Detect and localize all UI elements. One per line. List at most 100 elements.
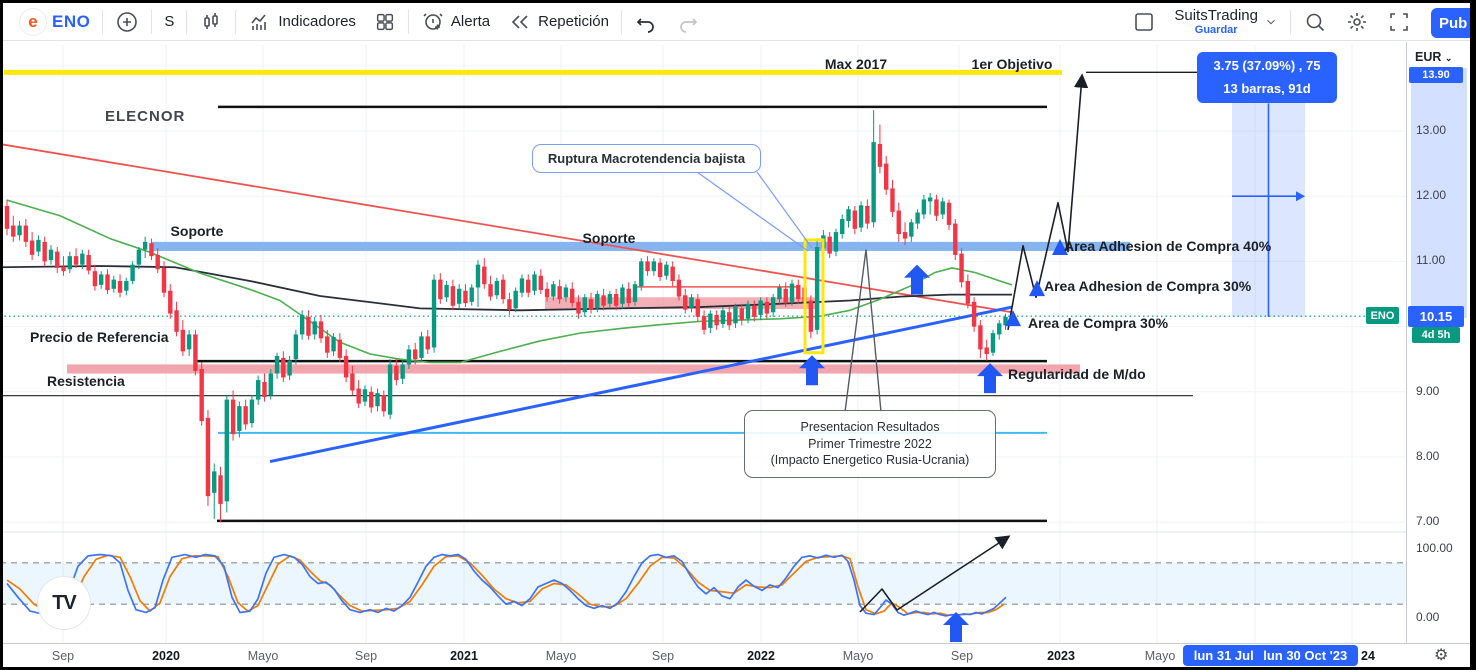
callout-resultados[interactable]: Presentacion Resultados Primer Trimestre…	[744, 410, 996, 478]
time-tick: Mayo	[247, 649, 279, 663]
search-icon	[1306, 13, 1325, 31]
frame-bottom	[0, 667, 1476, 670]
callout-resultados-line3: (Impacto Energetico Rusia-Ucrania)	[770, 453, 970, 468]
replay-label: Repetición	[538, 13, 609, 30]
compare-add-button[interactable]	[106, 6, 148, 38]
callout-resultados-line1: Presentacion Resultados	[800, 419, 940, 434]
buy-triangle-marker	[1052, 239, 1068, 256]
soporte-label-1[interactable]: Soporte	[170, 223, 224, 239]
precio-referencia-label[interactable]: Precio de Referencia	[30, 329, 169, 345]
interval-button[interactable]: S	[155, 6, 183, 38]
price-tick: 12.00	[1416, 188, 1447, 203]
time-tick: Mayo	[1144, 649, 1176, 663]
plus-circle-icon	[117, 11, 138, 32]
alert-label: Alerta	[450, 13, 491, 30]
ma-slow-line	[0, 265, 1012, 312]
time-tick: Mayo	[545, 649, 577, 663]
time-tick: Sep	[51, 649, 75, 663]
top-toolbar: e ENO S Indicadores Alerta Repetición	[3, 3, 1470, 41]
area-adhesion-30-label[interactable]: Area Adhesion de Compra 30%	[1044, 278, 1252, 294]
time-tick: 24	[1361, 649, 1375, 663]
frame-right	[1470, 0, 1476, 670]
time-tick: 2020	[152, 649, 180, 663]
frame-left	[0, 0, 3, 670]
layout-select-button[interactable]	[1123, 6, 1165, 38]
replay-icon	[511, 14, 528, 29]
symbol-label: ENO	[52, 11, 91, 31]
publish-button[interactable]: Pub	[1431, 8, 1470, 38]
candles	[4, 110, 1008, 523]
fullscreen-button[interactable]	[1378, 6, 1420, 38]
measure-tooltip[interactable]: 3.75 (37.09%) , 75 13 barras, 91d	[1197, 52, 1337, 103]
symbol-button[interactable]: e ENO	[11, 6, 99, 38]
max-2017-label[interactable]: Max 2017	[824, 56, 888, 72]
buy-markers	[799, 239, 1068, 394]
candlestick-icon	[204, 12, 219, 29]
search-button[interactable]	[1294, 6, 1336, 38]
ruptura-highlight-rect	[803, 238, 825, 355]
time-tick: 2023	[1047, 649, 1075, 663]
tradingview-logo-text: TV	[52, 591, 77, 614]
resistencia-label[interactable]: Resistencia	[47, 373, 125, 389]
indicators-button[interactable]: Indicadores	[239, 6, 365, 38]
indicators-label: Indicadores	[278, 13, 356, 30]
area-adhesion-40-label[interactable]: Area Adhesion de Compra 40%	[1064, 238, 1272, 254]
buy-triangle-marker	[1005, 310, 1021, 327]
buy-arrow-marker	[943, 612, 969, 642]
buy-arrow-marker	[799, 355, 825, 386]
ascending-trendline	[269, 305, 1013, 464]
last-price-badge: 10.15	[1408, 306, 1464, 327]
symbol-price-flag[interactable]: ENO	[1366, 307, 1399, 324]
fullscreen-icon	[1390, 12, 1408, 31]
stoch-d-line	[6, 554, 1005, 617]
replay-button[interactable]: Repetición	[499, 6, 618, 38]
resistencia-band	[67, 364, 1080, 374]
area-compra-30-label[interactable]: Area de Compra 30%	[1028, 315, 1169, 331]
undo-button[interactable]	[625, 6, 667, 38]
callout-ruptura[interactable]: Ruptura Macrotendencia bajista	[532, 144, 761, 173]
soporte-label-2[interactable]: Soporte	[582, 230, 636, 246]
time-tick: Mayo	[842, 649, 874, 663]
measure-value: 3.75 (37.09%) , 75	[1213, 58, 1321, 74]
price-tick: 7.00	[1416, 514, 1440, 529]
time-tick: Sep	[354, 649, 378, 663]
company-label: ELECNOR	[105, 108, 186, 125]
tradingview-logo[interactable]: TV	[38, 577, 90, 629]
range-end-label: lun 30 Oct '23	[1263, 648, 1348, 663]
undo-icon	[636, 17, 654, 33]
projection-zigzag	[1007, 73, 1089, 331]
price-tick: 9.00	[1416, 383, 1440, 398]
price-tick: 11.00	[1416, 253, 1446, 268]
buy-arrow-marker	[904, 264, 930, 295]
save-layout-button[interactable]: SuitsTrading Guardar	[1165, 6, 1287, 38]
timezone-settings-icon[interactable]: ⚙	[1434, 647, 1449, 664]
time-tick: 2022	[747, 649, 775, 663]
buy-triangle-marker	[1029, 280, 1045, 297]
chart-canvas[interactable]	[0, 0, 1406, 667]
mid-pink-band	[545, 297, 818, 309]
layout-name: SuitsTrading	[1174, 6, 1258, 24]
chart-type-button[interactable]	[190, 6, 232, 38]
regularidad-label[interactable]: Regularidad de M/do	[1008, 366, 1146, 382]
price-axis[interactable]: EUR ⌄ 13.90 10.15 4d 5h 13.00 12.00 11.00 9…	[1406, 42, 1470, 667]
redo-button[interactable]	[667, 6, 709, 38]
alarm-clock-icon	[423, 12, 443, 30]
layout-templates-button[interactable]	[365, 6, 405, 38]
objetivo-label[interactable]: 1er Objetivo	[971, 56, 1053, 72]
date-range-badge[interactable]: lun 31 Jul lun 30 Oct '23	[1183, 645, 1358, 666]
alert-button[interactable]: Alerta	[412, 6, 499, 38]
settings-button[interactable]	[1336, 6, 1378, 38]
interval-label: S	[164, 13, 175, 30]
time-tick: 2021	[450, 649, 478, 663]
single-layout-icon	[1135, 12, 1154, 31]
measure-price-range-highlight	[1411, 68, 1467, 318]
indicators-icon	[251, 13, 267, 30]
stoch-projection-arrow	[859, 535, 1011, 613]
currency-selector[interactable]: EUR ⌄	[1415, 50, 1453, 64]
stoch-tick: 100.00	[1416, 541, 1453, 555]
elecnor-logo-icon: e	[20, 8, 46, 35]
callout-resultados-line2: Primer Trimestre 2022	[808, 436, 932, 451]
target-price-badge: 13.90	[1409, 67, 1463, 83]
redo-icon	[680, 17, 698, 33]
